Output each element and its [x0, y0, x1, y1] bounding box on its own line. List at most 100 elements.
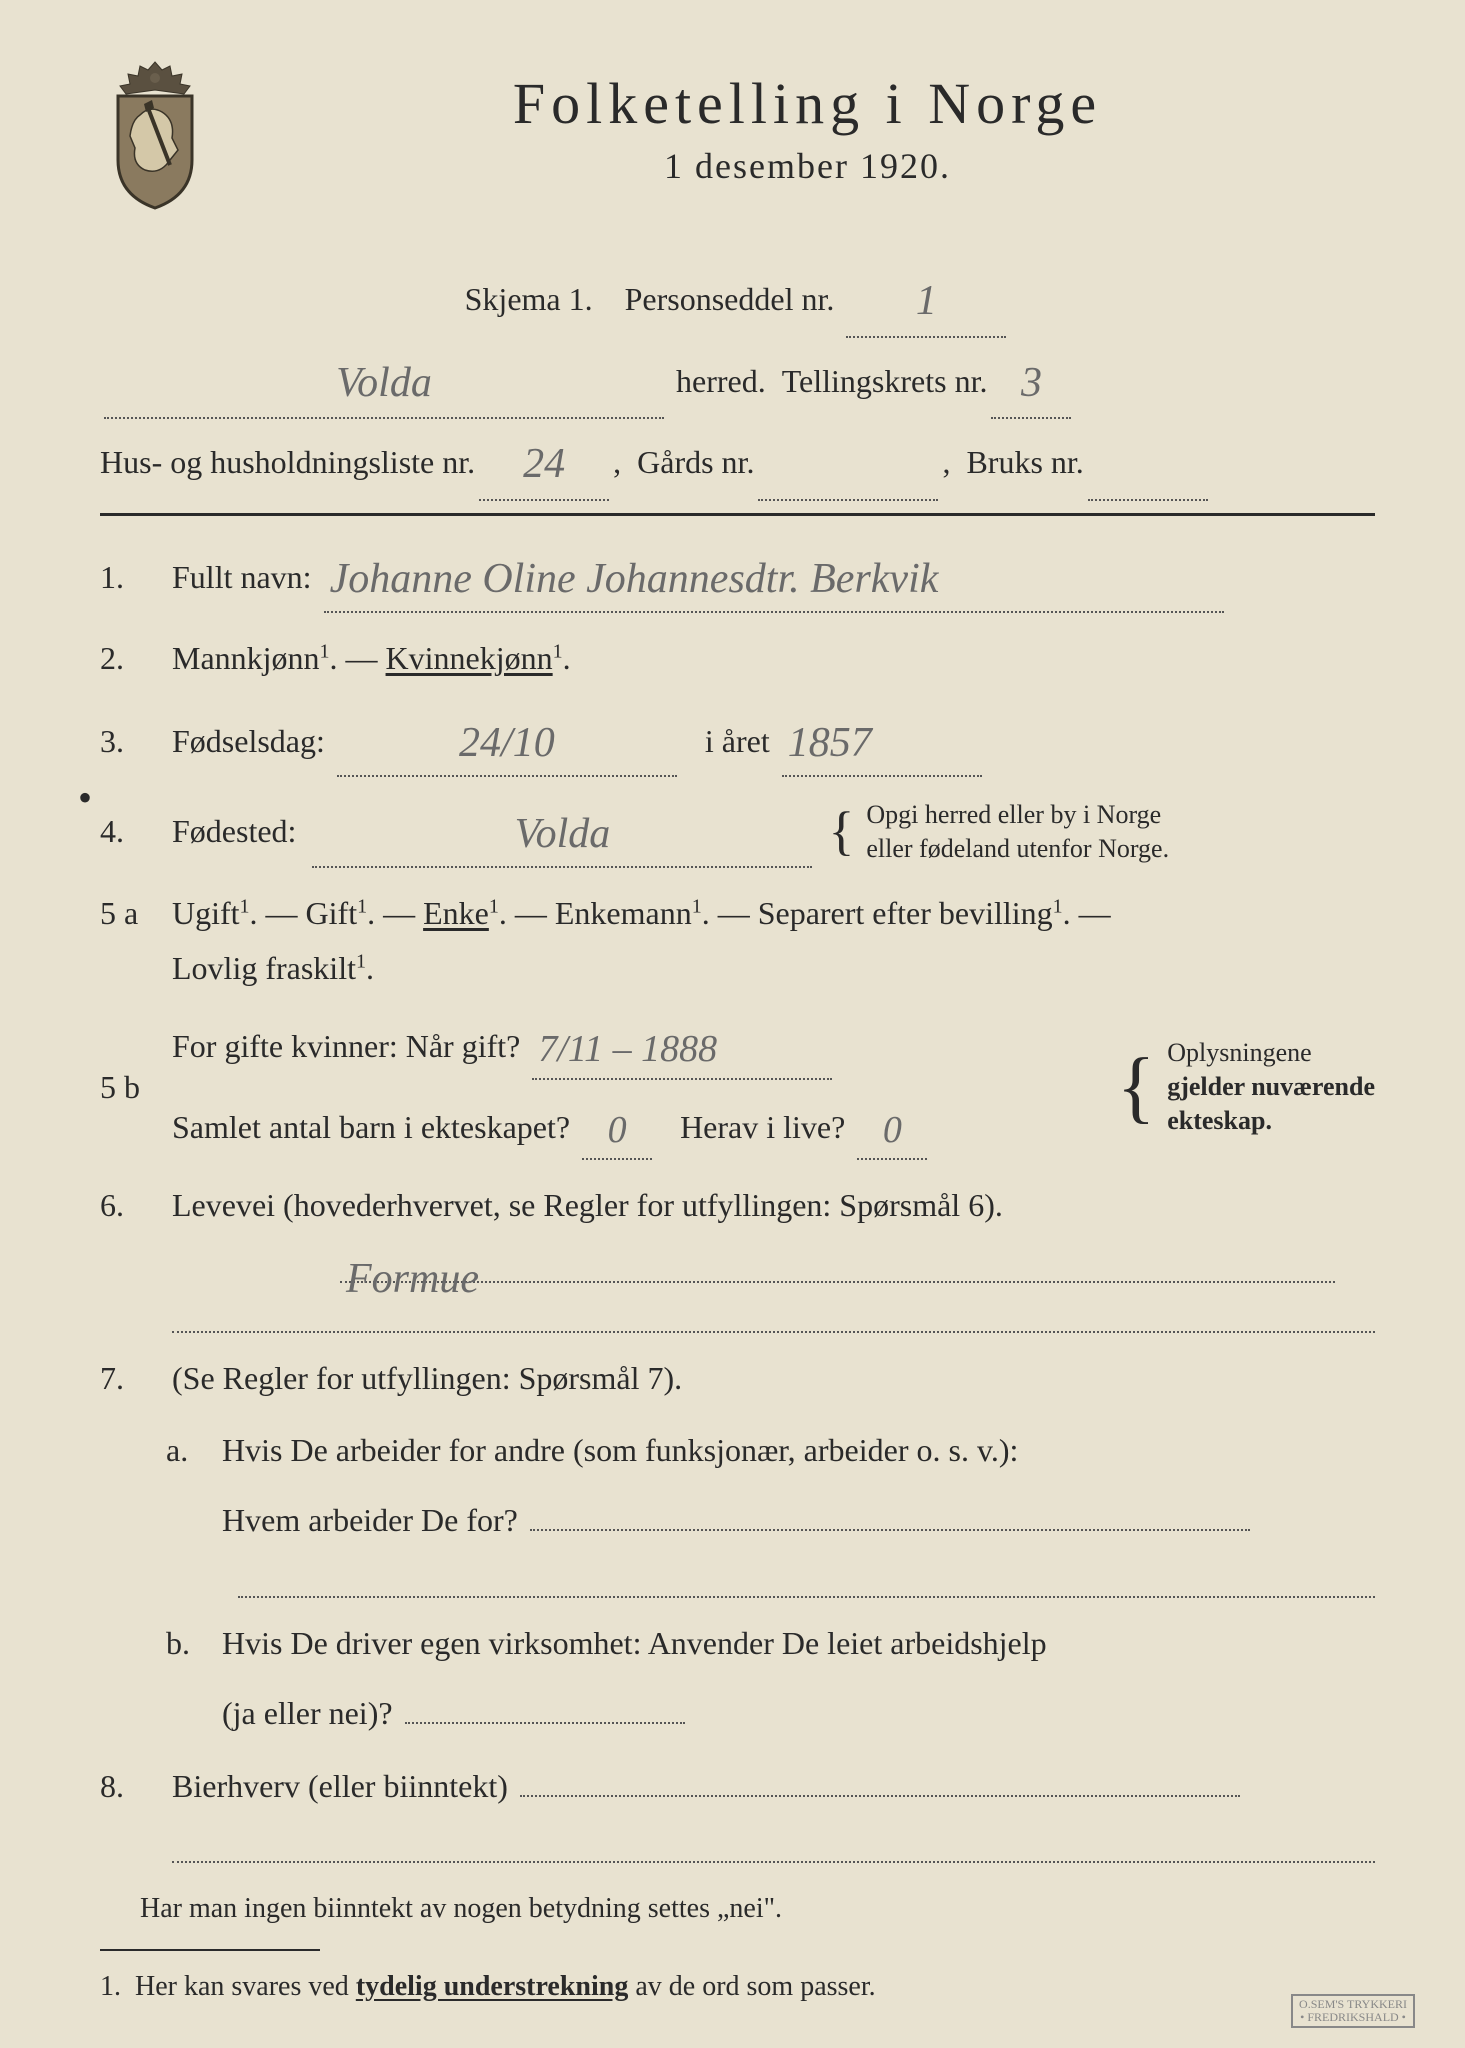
q8-num: 8.: [100, 1759, 172, 1813]
brace-icon: {: [1117, 1063, 1155, 1111]
q1-num: 1.: [100, 550, 172, 604]
q5b-field3: 0: [857, 1094, 927, 1161]
q7b-num: b.: [166, 1616, 222, 1670]
q2-opt2: Kvinnekjønn: [386, 640, 553, 676]
q7b-text2: (ja eller nei)?: [222, 1695, 393, 1731]
q6-field: Formue: [340, 1251, 1335, 1283]
q7b: b. Hvis De driver egen virksomhet: Anven…: [100, 1616, 1375, 1741]
q5a-opt3: Enke: [423, 895, 489, 931]
q5b-label3: Herav i live?: [680, 1109, 845, 1145]
q5a-opt6: Lovlig fraskilt: [172, 950, 356, 986]
q4: 4. Fødested: Volda { Opgi herred eller b…: [100, 795, 1375, 868]
subtitle: 1 desember 1920.: [240, 145, 1375, 187]
q4-num: 4.: [100, 804, 172, 858]
q5a-opt5: Separert efter bevilling: [758, 895, 1053, 931]
q6-label: Levevei (hovederhvervet, se Regler for u…: [172, 1187, 1003, 1223]
q5b-num: 5 b: [100, 1060, 172, 1114]
gards-label: Gårds nr.: [637, 434, 754, 492]
q3-field: 24/10: [337, 704, 677, 777]
q5b-label2: Samlet antal barn i ekteskapet?: [172, 1109, 570, 1145]
q6-line2: [172, 1301, 1375, 1333]
hus-line: Hus- og husholdningsliste nr. 24 , Gårds…: [100, 423, 1375, 501]
q1: 1. Fullt navn: Johanne Oline Johannesdtr…: [100, 540, 1375, 613]
herred-label: herred.: [676, 353, 766, 411]
q4-note: Opgi herred eller by i Norge eller fødel…: [866, 798, 1169, 866]
schema-line: Skjema 1. Personseddel nr. 1: [100, 260, 1375, 338]
hus-value: 24: [517, 441, 571, 487]
q3-year-value: 1857: [782, 720, 878, 766]
schema-label: Skjema 1.: [465, 271, 593, 329]
q3: 3. Fødselsdag: 24/10 i året 1857: [100, 704, 1375, 777]
q5a: 5 a Ugift1. — Gift1. — Enke1. — Enkemann…: [100, 886, 1375, 995]
q7a-num: a.: [166, 1423, 222, 1477]
q5b-value2: 0: [602, 1109, 633, 1151]
q7-num: 7.: [100, 1351, 172, 1405]
decorative-dot: •: [78, 774, 92, 821]
footer-note2: 1. Her kan svares ved tydelig understrek…: [100, 1971, 1375, 2003]
q7: 7. (Se Regler for utfyllingen: Spørsmål …: [100, 1351, 1375, 1405]
tellingskrets-value: 3: [1015, 360, 1048, 406]
personseddel-value: 1: [910, 278, 943, 324]
q4-value: Volda: [509, 811, 617, 857]
q6-num: 6.: [100, 1178, 172, 1232]
q5b-field1: 7/11 – 1888: [532, 1013, 832, 1080]
q7-label: (Se Regler for utfyllingen: Spørsmål 7).: [172, 1360, 682, 1396]
q2: 2. Mannkjønn1. — Kvinnekjønn1.: [100, 631, 1375, 685]
bruks-field: [1088, 423, 1208, 501]
q6-value: Formue: [340, 1256, 485, 1302]
footnote-divider: [100, 1949, 320, 1951]
personseddel-field: 1: [846, 260, 1006, 338]
q8-line2: [172, 1831, 1375, 1863]
q4-field: Volda: [312, 795, 812, 868]
herred-field: Volda: [104, 342, 664, 420]
q3-value: 24/10: [453, 720, 561, 766]
divider-top: [100, 513, 1375, 516]
q2-num: 2.: [100, 631, 172, 685]
footer-note1: Har man ingen biinntekt av nogen betydni…: [100, 1893, 1375, 1925]
brace-icon: {: [828, 815, 854, 847]
q2-opt1: Mannkjønn: [172, 640, 320, 676]
q5a-opt4: Enkemann: [555, 895, 692, 931]
footnote-num: 1.: [100, 1971, 121, 2002]
personseddel-label: Personseddel nr.: [625, 271, 835, 329]
q5b-value1: 7/11 – 1888: [532, 1028, 723, 1070]
q7b-field: [405, 1722, 685, 1724]
q5a-num: 5 a: [100, 886, 172, 940]
q3-num: 3.: [100, 714, 172, 768]
header: Folketelling i Norge 1 desember 1920.: [100, 60, 1375, 210]
q7b-text1: Hvis De driver egen virksomhet: Anvender…: [222, 1616, 1375, 1670]
q3-year-label: i året: [705, 723, 770, 759]
gards-value: [758, 441, 770, 487]
q3-label: Fødselsdag:: [172, 723, 325, 759]
q5b-label1: For gifte kvinner: Når gift?: [172, 1028, 520, 1064]
gards-field: [758, 423, 938, 501]
tellingskrets-label: Tellingskrets nr.: [782, 353, 988, 411]
hus-label: Hus- og husholdningsliste nr.: [100, 434, 475, 492]
q7a-line2: [238, 1566, 1375, 1598]
q8-label: Bierhverv (eller biinntekt): [172, 1768, 508, 1804]
q1-label: Fullt navn:: [172, 559, 312, 595]
bruks-label: Bruks nr.: [966, 434, 1083, 492]
q1-field: Johanne Oline Johannesdtr. Berkvik: [324, 540, 1224, 613]
main-title: Folketelling i Norge: [240, 70, 1375, 137]
hus-field: 24: [479, 423, 609, 501]
q5b-note: Oplysningene gjelder nuværende ekteskap.: [1167, 1036, 1375, 1137]
q5b: 5 b For gifte kvinner: Når gift? 7/11 – …: [100, 1013, 1375, 1160]
q7a-text2: Hvem arbeider De for?: [222, 1502, 518, 1538]
q3-year-field: 1857: [782, 704, 982, 777]
tellingskrets-field: 3: [991, 342, 1071, 420]
q4-label: Fødested:: [172, 804, 296, 858]
herred-line: Volda herred. Tellingskrets nr. 3: [100, 342, 1375, 420]
title-block: Folketelling i Norge 1 desember 1920.: [240, 60, 1375, 187]
bruks-value: [1088, 441, 1100, 487]
q1-value: Johanne Oline Johannesdtr. Berkvik: [324, 556, 945, 602]
q7a-field: [530, 1529, 1250, 1531]
q5b-field2: 0: [582, 1094, 652, 1161]
q8-field: [520, 1795, 1240, 1797]
q5a-opt1: Ugift: [172, 895, 240, 931]
herred-value: Volda: [330, 360, 438, 406]
printer-stamp: O.SEM'S TRYKKERI • FREDRIKSHALD •: [1291, 1994, 1415, 2028]
q7a: a. Hvis De arbeider for andre (som funks…: [100, 1423, 1375, 1548]
q8: 8. Bierhverv (eller biinntekt): [100, 1759, 1375, 1813]
q7a-text1: Hvis De arbeider for andre (som funksjon…: [222, 1423, 1375, 1477]
